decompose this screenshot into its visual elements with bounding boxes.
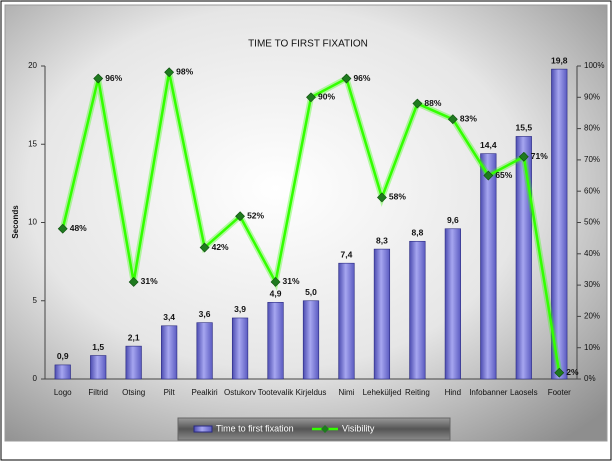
line-value-label: 96% (353, 73, 370, 83)
x-tick-label: Laosels (510, 388, 538, 397)
marker (483, 170, 494, 181)
y2-tick-label: 80% (584, 124, 600, 133)
line-value-label: 42% (212, 242, 229, 252)
bar (480, 153, 497, 380)
line-value-label: 2% (566, 367, 579, 377)
x-tick-label: Ostukorv (224, 388, 256, 397)
y2-tick-label: 50% (584, 218, 600, 227)
marker (447, 114, 458, 125)
legend-swatch (193, 425, 213, 433)
line-value-label: 90% (318, 92, 335, 102)
x-tick-label: Tootevalik (258, 388, 295, 397)
line-value-label: 52% (247, 210, 264, 220)
y2-tick-label: 20% (584, 312, 600, 321)
line-value-label: 88% (424, 98, 441, 108)
bar-value-label: 2,1 (128, 332, 140, 342)
bar-value-label: 9,6 (447, 215, 459, 225)
bar-value-label: 15,5 (516, 123, 533, 133)
x-tick-label: Pealkiri (191, 388, 217, 397)
legend-marker (321, 425, 329, 433)
bar-value-label: 1,5 (92, 342, 104, 352)
x-tick-label: Filtrid (88, 388, 108, 397)
y2-tick-label: 100% (584, 61, 604, 70)
marker (341, 73, 352, 84)
bar (409, 240, 426, 380)
y2-tick-label: 0% (584, 374, 596, 383)
bar-value-label: 3,6 (199, 309, 211, 319)
bar (231, 317, 249, 380)
line-value-label: 71% (531, 151, 548, 161)
x-tick-label: Footer (548, 388, 571, 397)
bar (373, 248, 391, 380)
bar-value-label: 0,9 (57, 351, 69, 361)
y2-tick-label: 60% (584, 186, 600, 195)
marker (377, 192, 387, 203)
bar (90, 355, 107, 380)
bar (302, 300, 320, 380)
bar-value-label: 3,4 (163, 312, 175, 322)
marker (199, 242, 210, 253)
legend-label: Visibility (342, 423, 375, 433)
bar (196, 322, 213, 380)
x-tick-label: Kirjeldus (296, 388, 327, 397)
marker (93, 73, 104, 84)
y-tick-label: 5 (33, 296, 38, 305)
line-value-label: 83% (460, 113, 477, 123)
line-value-label: 31% (283, 276, 300, 286)
line-value-label: 65% (495, 170, 512, 180)
bar-value-label: 4,9 (270, 289, 282, 299)
line-value-label: 31% (141, 276, 158, 286)
chart-title: TIME TO FIRST FIXATION (248, 39, 368, 50)
x-tick-label: Otsing (122, 388, 145, 397)
x-tick-label: Reiting (405, 388, 430, 397)
x-tick-label: Leheküljed (363, 388, 402, 397)
bar (515, 136, 532, 380)
marker (270, 277, 281, 287)
bar-value-label: 5,0 (305, 287, 317, 297)
x-tick-label: Hind (445, 388, 461, 397)
marker (306, 92, 316, 103)
x-tick-label: Logo (54, 388, 72, 397)
line-value-label: 58% (389, 192, 406, 202)
y-tick-label: 15 (28, 139, 37, 148)
marker (235, 211, 245, 222)
y2-tick-label: 40% (584, 249, 600, 258)
bar-value-label: 7,4 (341, 249, 353, 259)
line-value-label: 98% (176, 67, 193, 77)
bar (551, 68, 568, 380)
y-tick-label: 10 (28, 218, 37, 227)
y-tick-label: 20 (28, 61, 37, 70)
x-tick-label: Infobanner (469, 388, 508, 397)
legend-label: Time to first fixation (216, 423, 294, 433)
x-tick-label: Pilt (164, 388, 176, 397)
y2-tick-label: 10% (584, 343, 600, 352)
marker (57, 223, 68, 234)
x-tick-label: Nimi (338, 388, 354, 397)
y-tick-label: 0 (33, 374, 38, 383)
line-value-label: 48% (70, 223, 87, 233)
y2-tick-label: 30% (584, 280, 600, 289)
bar (54, 364, 71, 380)
y2-tick-label: 90% (584, 92, 600, 101)
bar (125, 345, 142, 380)
marker (164, 67, 175, 78)
marker (412, 98, 423, 109)
bar-value-label: 19,8 (551, 55, 568, 65)
marker (128, 277, 139, 287)
bar-value-label: 14,4 (480, 140, 497, 150)
bar (161, 325, 178, 380)
marker (518, 151, 529, 162)
y-axis-label: Seconds (11, 205, 20, 239)
y2-tick-label: 70% (584, 155, 600, 164)
line-value-label: 96% (105, 73, 122, 83)
bar (267, 302, 284, 380)
bar-value-label: 8,8 (411, 228, 423, 238)
marker (554, 367, 565, 378)
bar (444, 228, 461, 380)
bar (338, 262, 355, 380)
bar-value-label: 3,9 (234, 304, 246, 314)
bar-value-label: 8,3 (376, 235, 388, 245)
